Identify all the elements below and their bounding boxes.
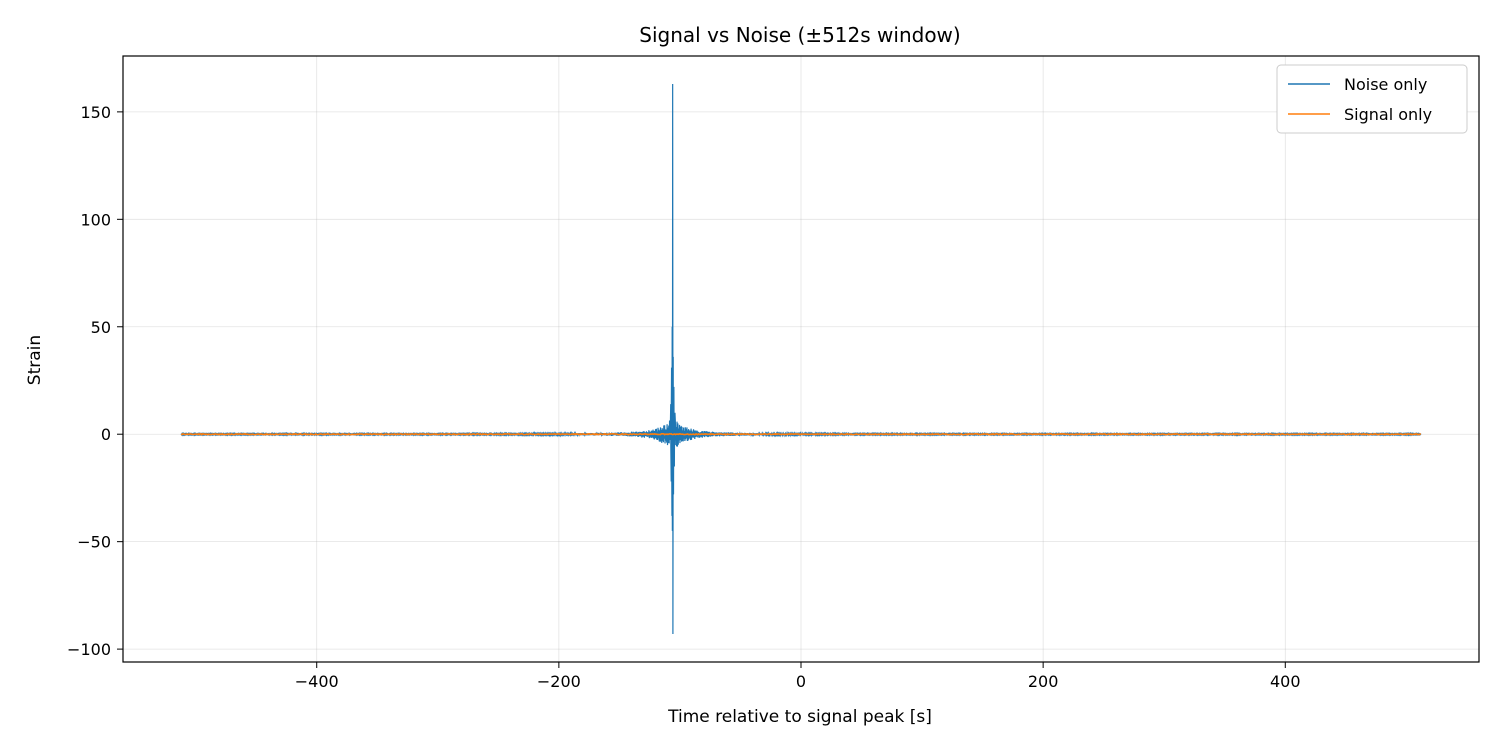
grid-lines: [123, 56, 1479, 662]
y-tick-label: 100: [80, 210, 111, 229]
legend-frame: [1276, 64, 1468, 134]
x-tick-label: 400: [1270, 672, 1301, 691]
x-tick-label: −400: [295, 672, 339, 691]
chart-title: Signal vs Noise (±512s window): [639, 23, 960, 47]
axis-ticks: −400 −200 0 200 400 −100 −50 0 50 100 150: [67, 103, 1301, 691]
y-tick-label: −100: [67, 640, 111, 659]
x-tick-label: 0: [796, 672, 806, 691]
x-axis-label: Time relative to signal peak [s]: [667, 707, 932, 727]
series-line-signal-only: [180, 432, 1421, 436]
y-axis-label: Strain: [25, 335, 45, 385]
x-tick-label: −200: [537, 672, 581, 691]
plot-series: [180, 83, 1422, 635]
legend-label-noise-only: Noise only: [1344, 75, 1427, 94]
legend-label-signal-only: Signal only: [1344, 105, 1432, 124]
legend: Noise only Signal only: [1276, 64, 1468, 134]
y-tick-label: 150: [80, 103, 111, 122]
x-tick-label: 200: [1028, 672, 1059, 691]
y-tick-label: 50: [91, 318, 111, 337]
y-tick-label: −50: [77, 533, 111, 552]
y-tick-label: 0: [101, 425, 111, 444]
